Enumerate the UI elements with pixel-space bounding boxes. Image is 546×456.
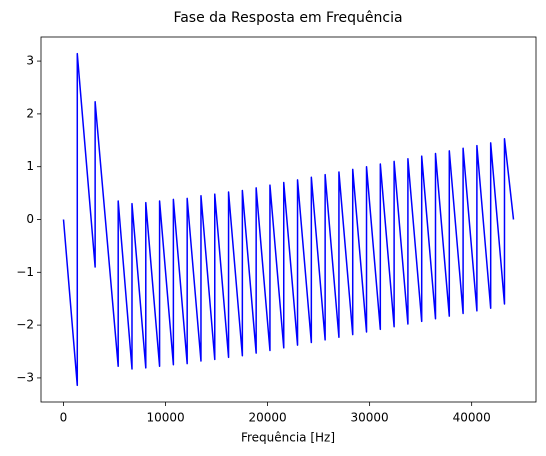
y-tick-label: −2 [16, 318, 34, 332]
y-tick-label: 0 [26, 212, 34, 226]
chart-title: Fase da Resposta em Frequência [173, 10, 402, 26]
x-tick-label: 0 [60, 411, 68, 425]
y-tick-label: 1 [26, 159, 34, 173]
x-tick-label: 10000 [146, 411, 184, 425]
line-series [62, 52, 515, 387]
x-axis-label: Frequência [Hz] [241, 431, 335, 445]
x-tick-label: 20000 [248, 411, 286, 425]
y-tick-label: 3 [26, 54, 34, 68]
x-tick-label: 30000 [351, 411, 389, 425]
x-tick-label: 40000 [453, 411, 491, 425]
y-tick-label: 2 [26, 106, 34, 120]
y-tick-label: −1 [16, 265, 34, 279]
y-tick-label: −3 [16, 370, 34, 384]
axes-frame [40, 36, 537, 403]
